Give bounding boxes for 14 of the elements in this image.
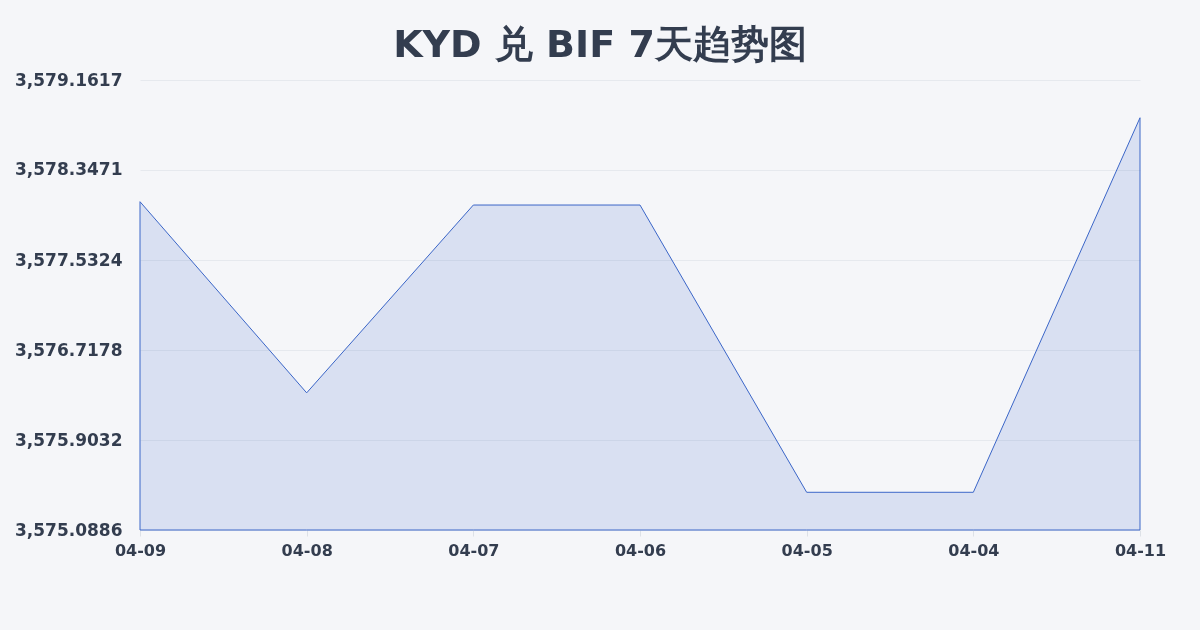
x-tick-label: 04-04	[948, 540, 1000, 560]
y-tick-label: 3,578.3471	[14, 159, 123, 180]
x-tick-label: 04-09	[114, 540, 167, 560]
y-tick-label: 3,575.9032	[14, 429, 123, 450]
x-tick-label: 04-06	[614, 540, 667, 560]
y-tick-label: 3,576.7178	[14, 339, 123, 360]
x-tick-label: 04-11	[1114, 540, 1167, 560]
y-tick-label: 3,575.0886	[14, 519, 123, 540]
chart-title: KYD 兑 BIF 7天趋势图	[393, 22, 807, 66]
y-tick-label: 3,577.5324	[14, 249, 123, 270]
x-tick-label: 04-07	[448, 540, 500, 560]
y-tick-label: 3,579.1617	[14, 69, 123, 90]
x-tick-label: 04-08	[281, 540, 333, 560]
x-tick-label: 04-05	[781, 540, 833, 560]
